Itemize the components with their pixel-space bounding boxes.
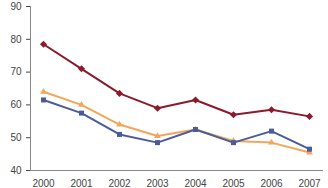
- svg-text:70: 70: [10, 66, 22, 77]
- svg-text:80: 80: [10, 34, 22, 45]
- svg-text:2000: 2000: [32, 178, 55, 188]
- svg-text:40: 40: [10, 165, 22, 176]
- svg-text:2004: 2004: [184, 178, 207, 188]
- svg-text:50: 50: [10, 132, 22, 143]
- svg-text:2007: 2007: [298, 178, 321, 188]
- svg-text:2002: 2002: [108, 178, 131, 188]
- svg-text:90: 90: [10, 1, 22, 12]
- svg-text:60: 60: [10, 99, 22, 110]
- svg-text:2006: 2006: [260, 178, 283, 188]
- svg-text:2003: 2003: [146, 178, 169, 188]
- svg-text:2005: 2005: [222, 178, 245, 188]
- svg-text:2001: 2001: [70, 178, 93, 188]
